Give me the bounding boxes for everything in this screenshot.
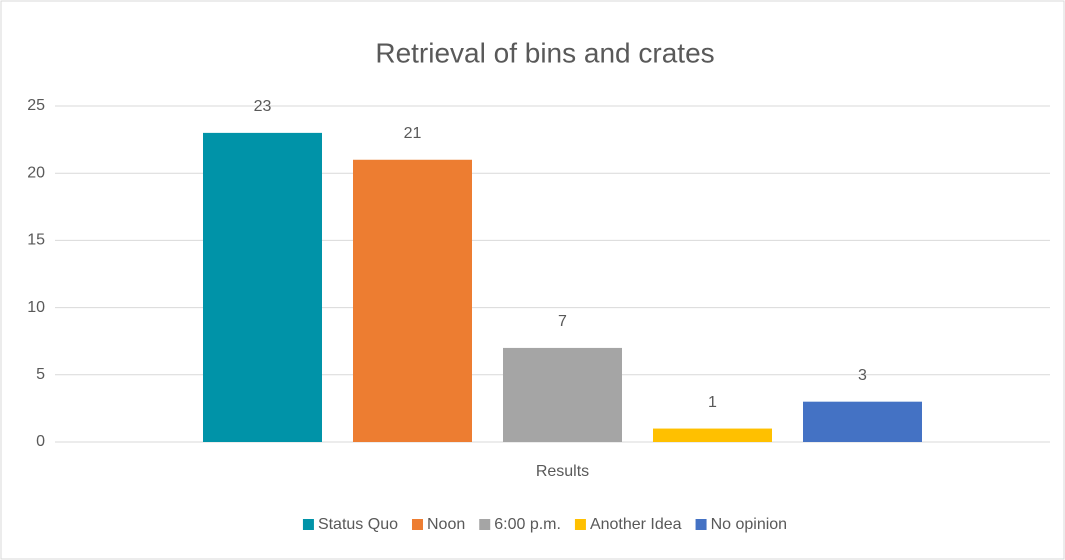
x-tick-label: Results [536, 463, 589, 480]
y-tick-label: 15 [27, 232, 45, 249]
data-label: 23 [254, 98, 272, 115]
y-tick-label: 20 [27, 164, 45, 181]
data-label: 7 [558, 313, 567, 330]
legend-swatch [302, 519, 314, 530]
legend-swatch [479, 519, 491, 530]
chart-title: Retrieval of bins and crates [375, 37, 714, 68]
legend-swatch [695, 519, 707, 530]
legend-label: Another Idea [590, 516, 682, 533]
legend-label: 6:00 p.m. [494, 516, 561, 533]
bar [203, 132, 322, 442]
data-label: 3 [858, 367, 867, 384]
y-tick-label: 5 [36, 366, 45, 383]
legend-swatch [574, 519, 586, 530]
y-tick-label: 0 [36, 433, 45, 450]
data-label: 1 [708, 394, 717, 411]
y-tick-label: 10 [27, 299, 45, 316]
legend-label: Noon [427, 516, 465, 533]
legend-swatch [411, 519, 423, 530]
bar [803, 401, 922, 442]
bar [653, 428, 772, 442]
data-label: 21 [404, 125, 422, 142]
legend-label: Status Quo [318, 516, 398, 533]
bar [503, 347, 622, 442]
y-tick-label: 25 [27, 97, 45, 114]
legend-label: No opinion [711, 516, 788, 533]
bar [353, 159, 472, 442]
